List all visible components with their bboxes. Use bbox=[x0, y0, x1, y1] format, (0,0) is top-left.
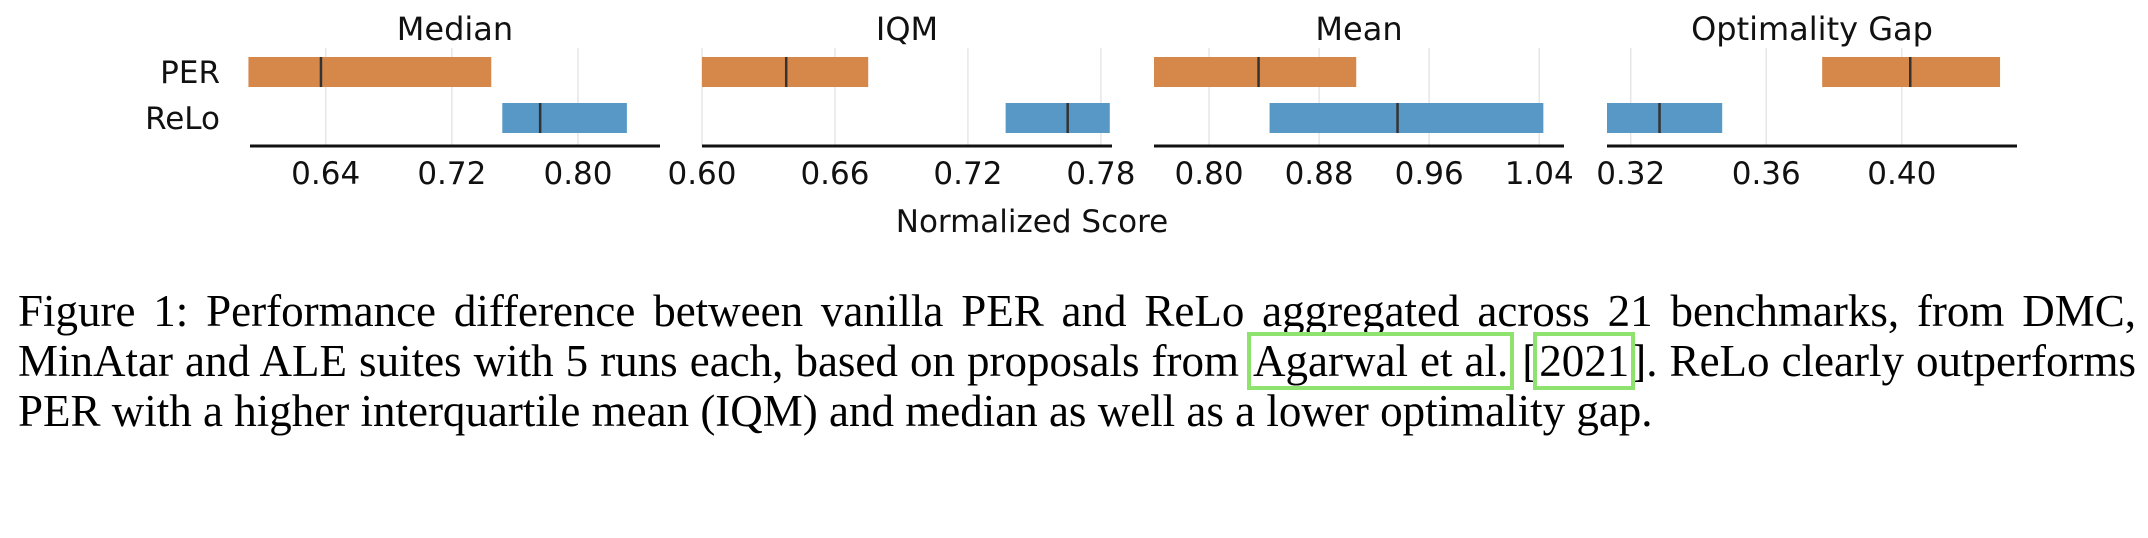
panel-optimality-gap: 0.32 0.36 0.40 Optimality Gap bbox=[1596, 10, 2017, 192]
tick-label: 1.04 bbox=[1505, 156, 1574, 192]
tick-label: 0.60 bbox=[667, 156, 736, 192]
tick-label: 0.32 bbox=[1596, 156, 1665, 192]
tick-label: 0.80 bbox=[543, 156, 612, 192]
citation-year-link[interactable]: 2021 bbox=[1533, 332, 1636, 390]
tick-label: 0.96 bbox=[1395, 156, 1464, 192]
x-axis-label: Normalized Score bbox=[896, 204, 1168, 240]
panel-title: Optimality Gap bbox=[1691, 10, 1933, 48]
panel-iqm: 0.60 0.66 0.72 0.78 IQM bbox=[667, 10, 1135, 192]
interval-bar-relo bbox=[502, 103, 627, 133]
tick-label: 0.40 bbox=[1867, 156, 1936, 192]
panel-title: Median bbox=[397, 10, 513, 48]
interval-bar-per bbox=[1154, 57, 1357, 87]
tick-label: 0.72 bbox=[417, 156, 486, 192]
interval-bar-relo bbox=[1607, 103, 1723, 133]
caption-text-start: Figure 1: Performance difference between… bbox=[18, 286, 2136, 386]
interval-bar-relo bbox=[1005, 103, 1110, 133]
tick-label: 0.66 bbox=[800, 156, 869, 192]
interval-bar-per bbox=[248, 57, 492, 87]
tick-label: 0.78 bbox=[1066, 156, 1135, 192]
row-label-per: PER bbox=[160, 55, 220, 91]
row-label-relo: ReLo bbox=[145, 101, 220, 137]
panel-title: Mean bbox=[1315, 10, 1402, 48]
tick-label: 0.72 bbox=[933, 156, 1002, 192]
citation-authors-link[interactable]: Agarwal et al. bbox=[1247, 332, 1515, 390]
row-labels: PER ReLo bbox=[145, 55, 220, 137]
panel-title: IQM bbox=[876, 10, 938, 48]
panel-median: 0.64 0.72 0.80 Median bbox=[248, 10, 660, 192]
caption-bracket-open: [ bbox=[1510, 336, 1538, 386]
tick-label: 0.64 bbox=[291, 156, 360, 192]
metric-panels: 0.64 0.72 0.80 Median 0.60 0.66 0.72 0.78 IQM 0.8… bbox=[248, 10, 2017, 192]
figure-caption: Figure 1: Performance difference between… bbox=[18, 286, 2136, 436]
tick-label: 0.88 bbox=[1285, 156, 1354, 192]
tick-label: 0.36 bbox=[1732, 156, 1801, 192]
caption-text-end: ]. ReLo clearly outperforms PER with a h… bbox=[18, 336, 2136, 436]
tick-label: 0.80 bbox=[1175, 156, 1244, 192]
panel-mean: 0.80 0.88 0.96 1.04 Mean bbox=[1154, 10, 1574, 192]
interval-bar-relo bbox=[1269, 103, 1544, 133]
